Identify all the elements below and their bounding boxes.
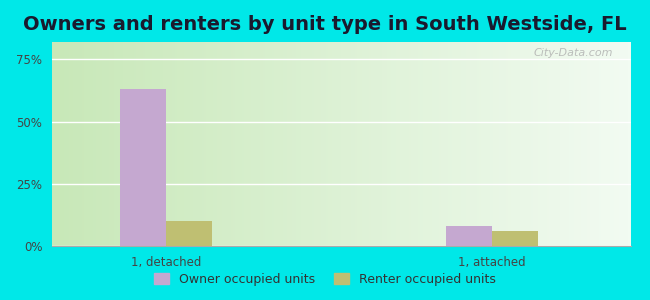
Bar (166, 221, 212, 246)
Text: Owners and renters by unit type in South Westside, FL: Owners and renters by unit type in South… (23, 15, 627, 34)
Bar (447, 226, 492, 246)
Text: City-Data.com: City-Data.com (534, 48, 613, 58)
Bar (492, 231, 538, 246)
Legend: Owner occupied units, Renter occupied units: Owner occupied units, Renter occupied un… (149, 268, 501, 291)
Bar (120, 89, 166, 246)
